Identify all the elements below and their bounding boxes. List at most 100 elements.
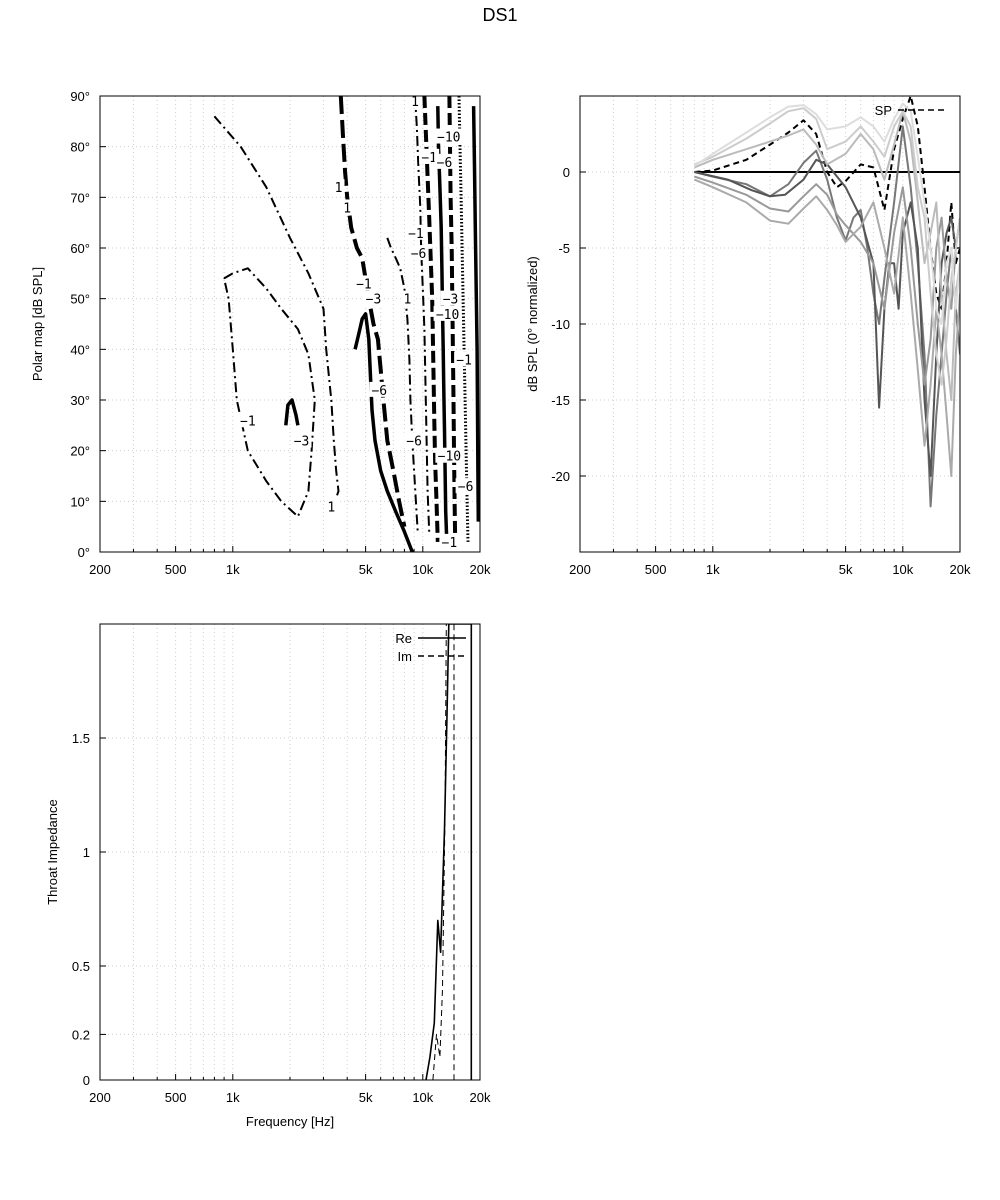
y-tick-label: 90° [70,89,90,104]
y-axis-label: Polar map [dB SPL] [30,267,45,381]
contour-label-bg [369,381,390,397]
x-tick-label: 1k [706,562,720,577]
x-tick-label: 20k [470,562,491,577]
x-tick-label: 1k [226,562,240,577]
contour-label: 1 [343,201,351,216]
series-line [693,102,960,325]
normalized-spl-panel: 200 500 1k 5k 10k 20k 0 -5 -10 -15 -20 dB SPL (0° n… [525,95,971,577]
page-title: DS1 [482,5,518,25]
x-tick-label: 20k [950,562,971,577]
x-tick-label: 10k [412,1090,433,1105]
x-tick-label: 20k [470,1090,491,1105]
y-axis-label: dB SPL (0° normalized) [525,256,540,392]
y-tick-label: 1 [83,845,90,860]
series-line [694,175,960,386]
contour-label-bg [363,290,384,306]
contour-label-bg [332,179,345,195]
contour-label: −10 [437,131,460,146]
contour-label: −1 [240,414,256,429]
polar-map-panel: 200 500 1k 5k 10k 20k 0° 10° 20° 30° 40° 50° 60° 70° 8… [30,89,491,577]
contour-label-bg [353,275,374,291]
contour-line [414,96,431,532]
contour-label: −6 [371,384,387,399]
contour-label: 1 [404,293,412,308]
contour-line [223,267,316,518]
contour-label: −3 [294,435,310,450]
series-re [425,624,473,1080]
contour-label-bg [408,245,429,261]
legend-label: SP [875,103,892,118]
y-tick-label: 50° [70,292,90,307]
y-tick-label: -15 [551,393,570,408]
y-tick-label: -20 [551,469,570,484]
contour-label: −1 [421,151,437,166]
y-tick-label: 0.5 [72,959,90,974]
x-tick-label: 5k [359,562,373,577]
contour-label-bg [440,290,461,306]
contour-line [353,312,414,552]
series-line [694,125,960,508]
contour-label-bg [455,478,476,494]
contour-label: −6 [458,480,474,495]
contour-line [338,96,407,528]
y-tick-label: -5 [558,241,570,256]
contour-label-bg [433,305,462,321]
x-tick-label: 200 [89,562,111,577]
contour-label: −1 [456,353,472,368]
contour-label: −1 [356,277,372,292]
y-tick-label: 80° [70,140,90,155]
y-tick-label: 20° [70,444,90,459]
y-tick-label: 10° [70,494,90,509]
y-tick-label: 0° [78,545,90,560]
x-axis-label: Frequency [Hz] [246,1114,334,1129]
contour-label: −3 [443,293,459,308]
contour-label-bg [341,199,354,215]
grid [100,624,480,1081]
contour-label-bg [439,533,460,549]
contour-label-bg [434,128,463,144]
contour-label-bg [405,224,426,240]
contour-label: −3 [366,293,382,308]
series-line [694,107,960,386]
x-tick-label: 500 [165,1090,187,1105]
contour-line [213,115,340,512]
y-axis-label: Throat Impedance [45,799,60,905]
contour-line [457,96,470,542]
contour-label: −10 [436,308,459,323]
x-tick-label: 10k [892,562,913,577]
contour-line [422,96,440,542]
y-tick-label: 0.2 [72,1027,90,1042]
contour-label-bg [435,447,464,463]
y-tick-label: 1.5 [72,731,90,746]
plot-frame [579,95,961,553]
contour-label-bg [434,153,455,169]
y-tick-label: -10 [551,317,570,332]
contour-label: −10 [438,450,461,465]
y-tick-label: 0 [563,165,570,180]
series-line [694,178,960,477]
x-tick-label: 200 [89,1090,111,1105]
x-tick-label: 200 [569,562,591,577]
legend-label: Im [398,649,412,664]
contour-label: −1 [442,536,458,551]
contour-label-bg [237,412,258,428]
contour-label: 1 [335,181,343,196]
plot-frame [99,623,481,1081]
plot-area [425,624,473,1080]
contour-label: −6 [437,156,453,171]
throat-impedance-panel: 200 500 1k 5k 10k 20k 0 0.2 0.5 1 1.5 Throat Impeda… [45,623,491,1129]
contour-label-bg [291,432,312,448]
contour-line [436,106,449,547]
y-tick-label: 70° [70,190,90,205]
series-sp [694,96,960,310]
x-tick-label: 5k [839,562,853,577]
y-tick-label: 0 [83,1073,90,1088]
y-tick-label: 30° [70,393,90,408]
contour-label: −6 [411,247,427,262]
plot-area [693,96,960,508]
legend-label: Re [395,631,412,646]
contour-line [386,237,419,532]
contour-label: 1 [327,500,335,515]
contour-label-bg [325,498,338,514]
